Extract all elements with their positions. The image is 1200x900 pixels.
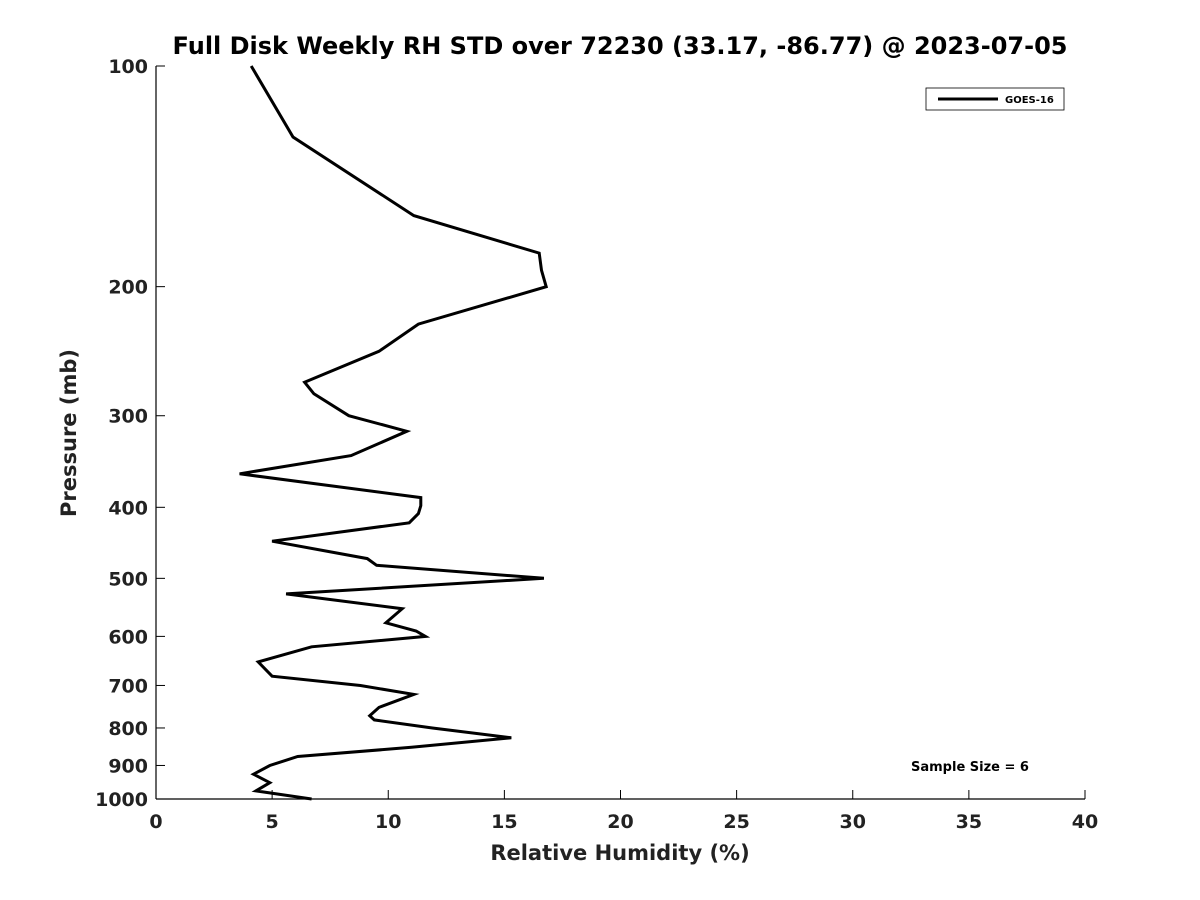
y-tick-label: 300 — [108, 406, 148, 428]
x-tick-label: 30 — [840, 811, 866, 833]
series-line-goes-16 — [239, 65, 549, 801]
x-tick-label: 0 — [149, 811, 162, 833]
y-tick-label: 500 — [108, 568, 148, 590]
y-tick-label: 1000 — [95, 789, 148, 811]
y-ticks: 100 200 300 400 500 600 700 800 900 1000 — [95, 56, 165, 811]
sample-size-annotation: Sample Size = 6 — [911, 760, 1029, 775]
x-tick-label: 25 — [723, 811, 749, 833]
axes — [155, 66, 1085, 800]
y-tick-label: 400 — [108, 497, 148, 519]
series-group — [239, 65, 549, 801]
x-tick-label: 5 — [266, 811, 279, 833]
y-tick-label: 900 — [108, 755, 148, 777]
chart-title: Full Disk Weekly RH STD over 72230 (33.1… — [173, 32, 1068, 60]
legend-label-goes-16: GOES-16 — [1005, 95, 1054, 106]
y-tick-label: 200 — [108, 277, 148, 299]
y-tick-label: 600 — [108, 626, 148, 648]
x-axis-label: Relative Humidity (%) — [490, 841, 749, 865]
x-tick-label: 15 — [491, 811, 517, 833]
y-tick-label: 700 — [108, 675, 148, 697]
x-ticks: 0 5 10 15 20 25 30 35 40 — [149, 790, 1098, 833]
y-axis-label: Pressure (mb) — [57, 349, 81, 517]
x-tick-label: 40 — [1072, 811, 1098, 833]
legend: GOES-16 — [925, 87, 1065, 111]
x-tick-label: 20 — [607, 811, 633, 833]
y-tick-label: 800 — [108, 718, 148, 740]
y-tick-label: 100 — [108, 56, 148, 78]
x-tick-label: 35 — [956, 811, 982, 833]
x-tick-label: 10 — [375, 811, 401, 833]
